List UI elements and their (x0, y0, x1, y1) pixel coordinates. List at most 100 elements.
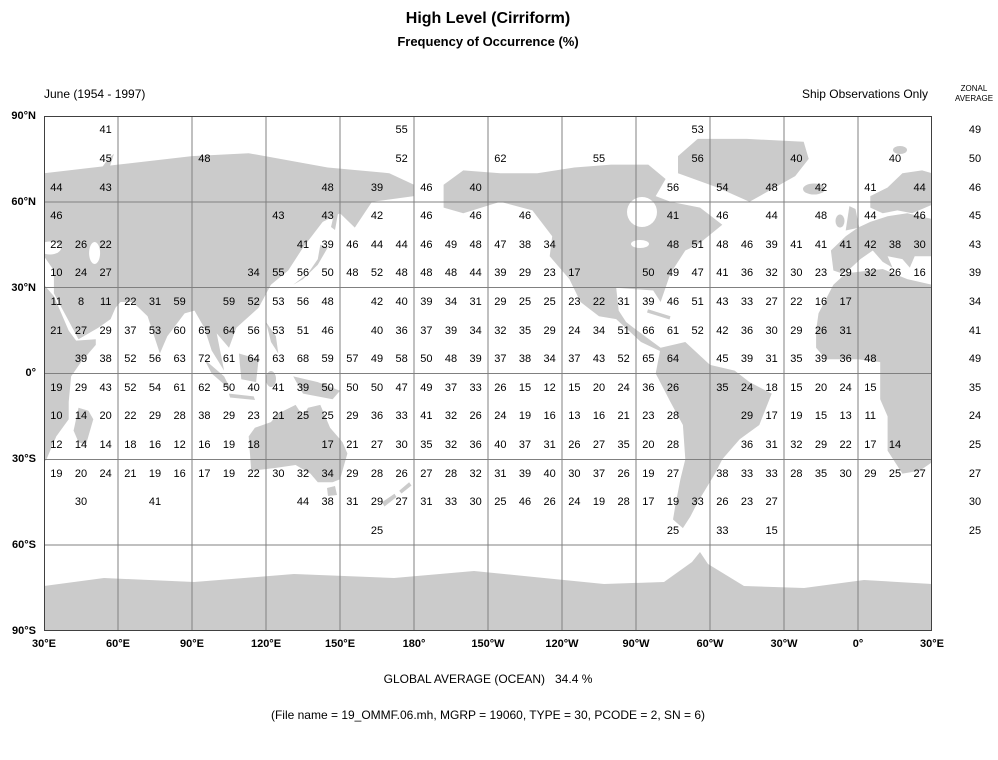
x-axis-label: 90°E (180, 638, 204, 650)
landmass-new-guinea (293, 376, 340, 400)
grid-cell-value: 33 (395, 410, 408, 423)
grid-cell-value: 28 (790, 467, 803, 480)
grid-cell-value: 50 (222, 381, 236, 394)
grid-cell-value: 27 (666, 467, 680, 480)
grid-cell-value: 33 (716, 524, 729, 537)
grid-cell-value: 26 (814, 324, 828, 337)
grid-cell-value: 38 (321, 496, 334, 509)
grid-cell-value: 16 (198, 439, 211, 452)
x-axis-label: 150°E (324, 638, 356, 650)
grid-cell-value: 42 (716, 324, 729, 337)
grid-cell-value: 27 (765, 295, 778, 308)
grid-cell-value: 39 (444, 324, 458, 337)
grid-cell-value: 15 (568, 381, 581, 394)
grid-cell-value: 29 (99, 324, 112, 337)
grid-cell-value: 34 (247, 267, 260, 280)
grid-cell-value: 24 (74, 267, 88, 280)
grid-cell-value: 22 (247, 467, 260, 480)
grid-cell-value: 44 (913, 181, 926, 194)
grid-cell-value: 33 (740, 467, 754, 480)
grid-cell-value: 47 (395, 381, 408, 394)
grid-cell-value: 11 (864, 410, 877, 423)
grid-cell-value: 50 (642, 267, 655, 280)
grid-cell-value: 40 (543, 467, 556, 480)
y-axis: 90°N 60°N 30°N 0° 30°S 60°S 90°S (0, 110, 38, 637)
grid-cell-value: 40 (494, 439, 507, 452)
grid-cell-value: 15 (765, 524, 778, 537)
grid-cell-value: 50 (346, 381, 359, 394)
grid-cell-value: 33 (691, 496, 704, 509)
grid-cell-value: 34 (543, 238, 556, 251)
grid-cell-value: 47 (494, 238, 507, 251)
grid-cell-value: 25 (370, 524, 384, 537)
grid-cell-value: 62 (494, 152, 507, 165)
grid-cell-value: 11 (50, 295, 63, 308)
grid-cell-value: 19 (592, 496, 606, 509)
zonal-average-value: 30 (968, 496, 982, 509)
grid-cell-value: 72 (198, 353, 211, 366)
grid-cell-value: 26 (666, 381, 680, 394)
grid-cell-value: 17 (864, 439, 877, 452)
grid-cell-value: 22 (50, 238, 63, 251)
grid-cell-value: 17 (765, 410, 778, 423)
grid-cell-value: 48 (420, 267, 433, 280)
grid-cell-value: 31 (148, 295, 162, 308)
grid-cell-value: 26 (469, 410, 482, 423)
grid-cell-value: 15 (790, 381, 803, 394)
grid-cell-value: 56 (691, 152, 704, 165)
grid-cell-value: 58 (395, 353, 408, 366)
grid-cell-value: 33 (444, 496, 458, 509)
grid-cell-value: 25 (543, 295, 556, 308)
grid-cell-value: 53 (272, 324, 285, 337)
grid-cell-value: 19 (790, 410, 803, 423)
grid-cell-value: 48 (765, 181, 778, 194)
grid-cell-value: 46 (346, 238, 359, 251)
landmass-sakhalin (331, 208, 339, 230)
grid-cell-value: 51 (296, 324, 310, 337)
grid-cell-value: 51 (691, 295, 704, 308)
grid-cell-value: 42 (864, 238, 877, 251)
grid-cell-value: 18 (765, 381, 778, 394)
grid-cell-value: 30 (765, 324, 778, 337)
grid-cell-value: 12 (173, 439, 186, 452)
grid-cell-value: 32 (494, 324, 507, 337)
grid-values-layer: 41 55 53 45 48 52 62 55 56 40 40 44 43 48 39 46 40 56 54 48… (44, 116, 932, 631)
grid-cell-value: 46 (913, 210, 926, 223)
grid-cell-value: 28 (370, 467, 384, 480)
grid-cell-value: 16 (173, 467, 186, 480)
x-axis-label: 180° (402, 638, 426, 650)
grid-cell-value: 21 (50, 324, 63, 337)
grid-cell-value: 17 (568, 267, 581, 280)
landmass-uk (845, 206, 860, 231)
grid-cell-value: 13 (839, 410, 852, 423)
grid-cell-value: 27 (420, 467, 433, 480)
y-axis-label: 30°S (12, 453, 36, 466)
grid-cell-value: 40 (247, 381, 260, 394)
landmass-svalbard (893, 146, 907, 154)
grid-cell-value: 40 (790, 152, 803, 165)
grid-cell-value: 22 (592, 295, 606, 308)
grid-cell-value: 23 (642, 410, 655, 423)
grid-cell-value: 14 (99, 439, 112, 452)
grid-cell-value: 36 (642, 381, 655, 394)
grid-cell-value: 29 (543, 324, 556, 337)
grid-cell-value: 33 (765, 467, 778, 480)
grid-cell-value: 38 (198, 410, 211, 423)
grid-cell-value: 52 (370, 267, 384, 280)
caspian-sea (89, 242, 101, 264)
grid-cell-value: 35 (716, 381, 729, 394)
grid-cell-value: 29 (518, 267, 532, 280)
y-axis-label: 30°N (11, 281, 36, 294)
grid-cell-value: 20 (642, 439, 655, 452)
grid-cell-value: 42 (370, 210, 384, 223)
grid-cell-value: 38 (716, 467, 729, 480)
zonal-average-value: 50 (968, 152, 982, 165)
grid-cell-value: 47 (691, 267, 704, 280)
grid-cell-value: 19 (518, 410, 532, 423)
grid-cell-value: 36 (469, 439, 482, 452)
grid-cell-value: 30 (913, 238, 926, 251)
frequency-map: 41 55 53 45 48 52 62 55 56 40 40 44 43 48 39 46 40 56 54 48… (44, 116, 932, 631)
grid-cell-value: 55 (272, 267, 285, 280)
grid-cell-value: 32 (296, 467, 310, 480)
grid-cell-value: 33 (469, 381, 482, 394)
